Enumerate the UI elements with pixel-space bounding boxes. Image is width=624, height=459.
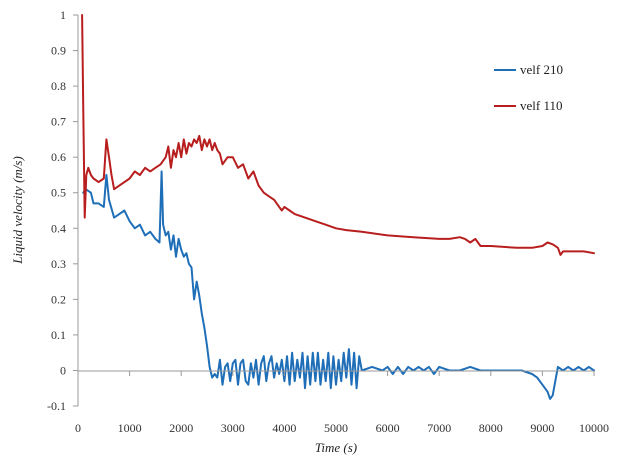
y-tick-label: -0.1 bbox=[47, 399, 66, 413]
y-tick-label: 1 bbox=[60, 8, 66, 22]
x-axis-ticks: 0 1000 2000 3000 4000 5000 6000 7000 8000 9000 100… bbox=[75, 371, 609, 435]
x-tick-label: 7000 bbox=[427, 421, 451, 435]
y-tick-label: 0.1 bbox=[51, 328, 66, 342]
series-line-velf-110 bbox=[81, 14, 595, 256]
x-tick-label: 8000 bbox=[479, 421, 503, 435]
x-tick-label: 3000 bbox=[221, 421, 245, 435]
y-tick-label: 0.3 bbox=[51, 257, 66, 271]
y-tick-label: 0.5 bbox=[51, 186, 66, 200]
y-axis-ticks: -0.1 0 0.1 0.2 0.3 0.4 0.5 0.6 0.7 0.8 0.9 1 bbox=[47, 8, 78, 413]
plot-area bbox=[81, 14, 595, 400]
y-tick-label: 0.9 bbox=[51, 44, 66, 58]
x-axis-title: Time (s) bbox=[315, 440, 357, 455]
y-tick-label: 0.2 bbox=[51, 292, 66, 306]
x-tick-label: 9000 bbox=[530, 421, 554, 435]
x-tick-label: 6000 bbox=[376, 421, 400, 435]
legend-label: velf 110 bbox=[520, 98, 562, 113]
y-tick-label: 0 bbox=[60, 363, 66, 377]
y-tick-label: 0.6 bbox=[51, 150, 66, 164]
x-tick-label: 10000 bbox=[579, 421, 609, 435]
x-tick-label: 4000 bbox=[272, 421, 296, 435]
y-axis-title: Liquid velocity (m/s) bbox=[10, 156, 25, 265]
y-tick-label: 0.4 bbox=[51, 221, 66, 235]
y-tick-label: 0.8 bbox=[51, 79, 66, 93]
x-tick-label: 5000 bbox=[324, 421, 348, 435]
y-tick-label: 0.7 bbox=[51, 115, 66, 129]
x-tick-label: 0 bbox=[75, 421, 81, 435]
x-tick-label: 1000 bbox=[118, 421, 142, 435]
series-line-velf-210 bbox=[82, 170, 595, 400]
legend-label: velf 210 bbox=[520, 62, 563, 77]
legend: velf 210 velf 110 bbox=[494, 62, 563, 113]
x-tick-label: 2000 bbox=[169, 421, 193, 435]
